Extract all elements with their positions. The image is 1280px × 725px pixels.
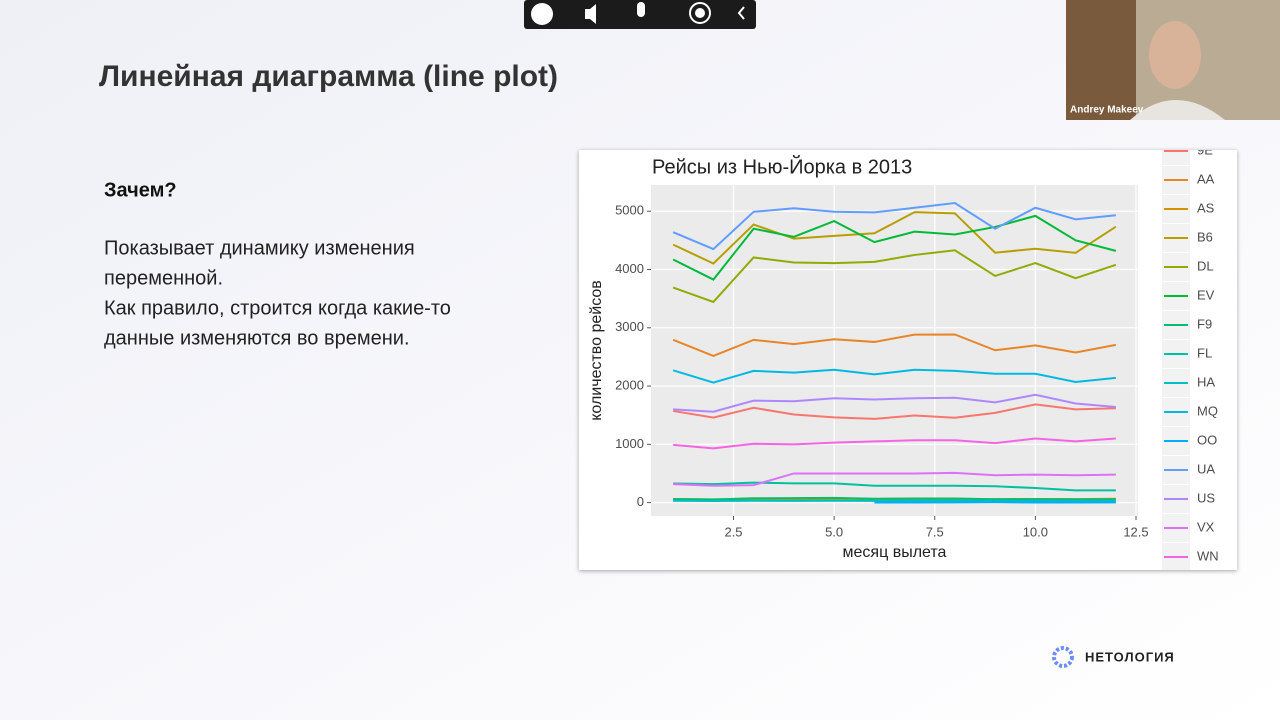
legend-label: UA: [1197, 461, 1215, 476]
y-tick-label: 0: [637, 494, 644, 509]
x-tick-label: 2.5: [724, 524, 742, 539]
video-shelf: [1066, 0, 1136, 120]
x-tick-label: 7.5: [926, 524, 944, 539]
logo-text: НЕТОЛОГИЯ: [1085, 649, 1175, 664]
x-tick-label: 10.0: [1023, 524, 1048, 539]
legend-label: MQ: [1197, 403, 1218, 418]
y-tick-label: 5000: [615, 203, 644, 218]
slide-heading: Зачем?: [104, 179, 177, 201]
x-axis-label: месяц вылета: [843, 544, 947, 561]
x-tick-label: 5.0: [825, 524, 843, 539]
y-tick-label: 3000: [615, 319, 644, 334]
body-line: Как правило, строится когда какие-то: [104, 297, 451, 319]
legend-label: VX: [1197, 519, 1215, 534]
y-axis-label: количество рейсов: [588, 280, 605, 421]
legend-label: OO: [1197, 432, 1217, 447]
x-tick-label: 12.5: [1123, 524, 1148, 539]
legend-label: EV: [1197, 287, 1215, 302]
video-face: [1149, 21, 1201, 89]
participant-name: Andrey Makeev: [1070, 105, 1144, 116]
mic-icon[interactable]: [637, 2, 645, 17]
legend-label: AA: [1197, 171, 1215, 186]
body-line: переменной.: [104, 267, 223, 289]
body-line: данные изменяются во времени.: [104, 327, 410, 349]
legend-label: US: [1197, 490, 1215, 505]
hp-icon[interactable]: [531, 3, 553, 25]
y-tick-label: 1000: [615, 436, 644, 451]
broadcast-icon[interactable]: [695, 8, 705, 18]
legend-label: FL: [1197, 345, 1212, 360]
chart-title: Рейсы из Нью-Йорка в 2013: [652, 154, 912, 178]
video-tile: Andrey Makeev: [1066, 0, 1280, 120]
legend-label: DL: [1197, 258, 1214, 273]
toolbar: [524, 0, 756, 29]
slide-title: Линейная диаграмма (line plot): [99, 60, 558, 93]
y-tick-label: 4000: [615, 261, 644, 276]
legend-label: AS: [1197, 200, 1215, 215]
y-tick-label: 2000: [615, 377, 644, 392]
legend-label: WN: [1197, 548, 1219, 563]
legend-label: HA: [1197, 374, 1215, 389]
legend-label: B6: [1197, 229, 1213, 244]
body-line: Показывает динамику изменения: [104, 237, 415, 259]
legend-label: F9: [1197, 316, 1212, 331]
